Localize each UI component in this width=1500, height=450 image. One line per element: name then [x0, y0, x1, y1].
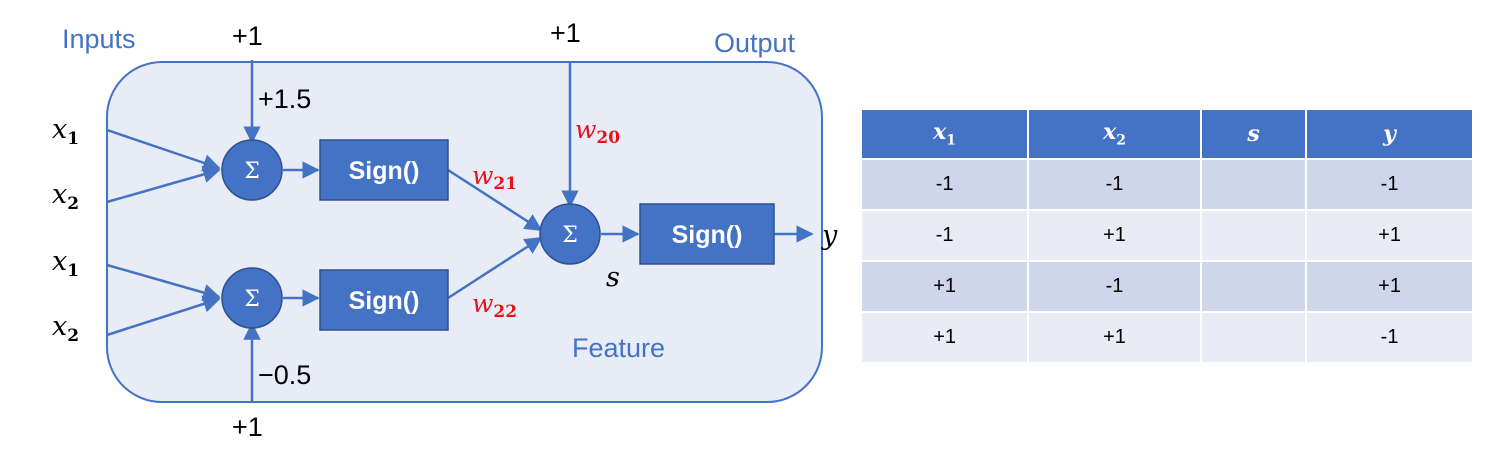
edge-sign2-to-sum3: [447, 236, 543, 300]
y-output-label: y: [821, 220, 838, 251]
sign-box-bottom-label: Sign(): [349, 287, 420, 315]
sign-box-top-label: Sign(): [349, 157, 420, 185]
edge-x2b-to-sum2: [106, 295, 221, 337]
cell-x2: -1: [1028, 158, 1202, 210]
sum-node-output-symbol: Σ: [562, 223, 578, 248]
sum-node-top: Σ: [221, 139, 283, 201]
cell-x2: +1: [1028, 209, 1202, 261]
weight-bottom-label: −0.5: [258, 360, 311, 390]
cell-x2: -1: [1028, 260, 1202, 312]
header-y: y: [1306, 110, 1472, 159]
input-x2-bottom: x2: [52, 311, 79, 346]
cell-x1: -1: [862, 209, 1030, 261]
cell-x2: +1: [1028, 311, 1202, 362]
cell-s: [1200, 209, 1308, 261]
edge-x2a-to-sum1: [106, 165, 221, 204]
weight-w21-label: w21: [472, 161, 517, 194]
sign-box-top: Sign(): [319, 139, 449, 201]
cell-x1: +1: [862, 311, 1030, 362]
edge-x1a-to-sum1: [106, 128, 221, 172]
bias-top-label: +1: [232, 21, 263, 51]
weight-w22-label: w22: [472, 289, 517, 322]
weight-w20-label: w20: [575, 115, 620, 148]
sign-box-bottom: Sign(): [319, 269, 449, 331]
sum-node-output: Σ: [539, 203, 601, 265]
sum-node-top-symbol: Σ: [244, 159, 260, 184]
network-panel: [106, 61, 823, 403]
input-x1-bottom: x1: [52, 246, 79, 281]
cell-y: -1: [1306, 158, 1472, 210]
inputs-label: Inputs: [62, 24, 136, 54]
edge-x1b-to-sum2: [106, 263, 221, 302]
output-label: Output: [714, 28, 796, 58]
table-row: +1 +1 -1: [862, 311, 1472, 362]
s-label: s: [606, 262, 620, 293]
sign-box-output-label: Sign(): [672, 221, 743, 249]
cell-x1: -1: [862, 158, 1030, 210]
header-s: s: [1200, 110, 1308, 159]
sum-node-bottom-symbol: Σ: [244, 287, 260, 312]
cell-y: -1: [1306, 311, 1472, 362]
cell-x1: +1: [862, 260, 1030, 312]
input-x1-top: x1: [52, 114, 79, 149]
header-x2: x2: [1028, 110, 1202, 159]
sign-box-output: Sign(): [639, 203, 775, 265]
table-row: -1 +1 +1: [862, 209, 1472, 261]
network-diagram: Σ Σ Σ Sign() Sign() Sign() Inputs +1 +1 …: [52, 18, 838, 442]
table-header-row: x1 x2 s y: [862, 110, 1472, 159]
input-x2-top: x2: [52, 179, 79, 214]
feature-label: Feature: [572, 333, 665, 363]
bias-bottom-label: +1: [232, 412, 263, 442]
sum-node-bottom: Σ: [221, 267, 283, 329]
cell-s: [1200, 311, 1308, 362]
cell-s: [1200, 158, 1308, 210]
weight-top-label: +1.5: [258, 84, 311, 114]
table-row: -1 -1 -1: [862, 158, 1472, 210]
header-x1: x1: [862, 110, 1030, 159]
cell-y: +1: [1306, 209, 1472, 261]
truth-table: x1 x2 s y -1 -1 -1 -1 +1 +1 +1 -1 +1 +1 …: [862, 110, 1472, 362]
bias-mid-label: +1: [550, 18, 581, 48]
cell-y: +1: [1306, 260, 1472, 312]
edge-sign1-to-sum3: [447, 168, 543, 232]
table-row: +1 -1 +1: [862, 260, 1472, 312]
cell-s: [1200, 260, 1308, 312]
